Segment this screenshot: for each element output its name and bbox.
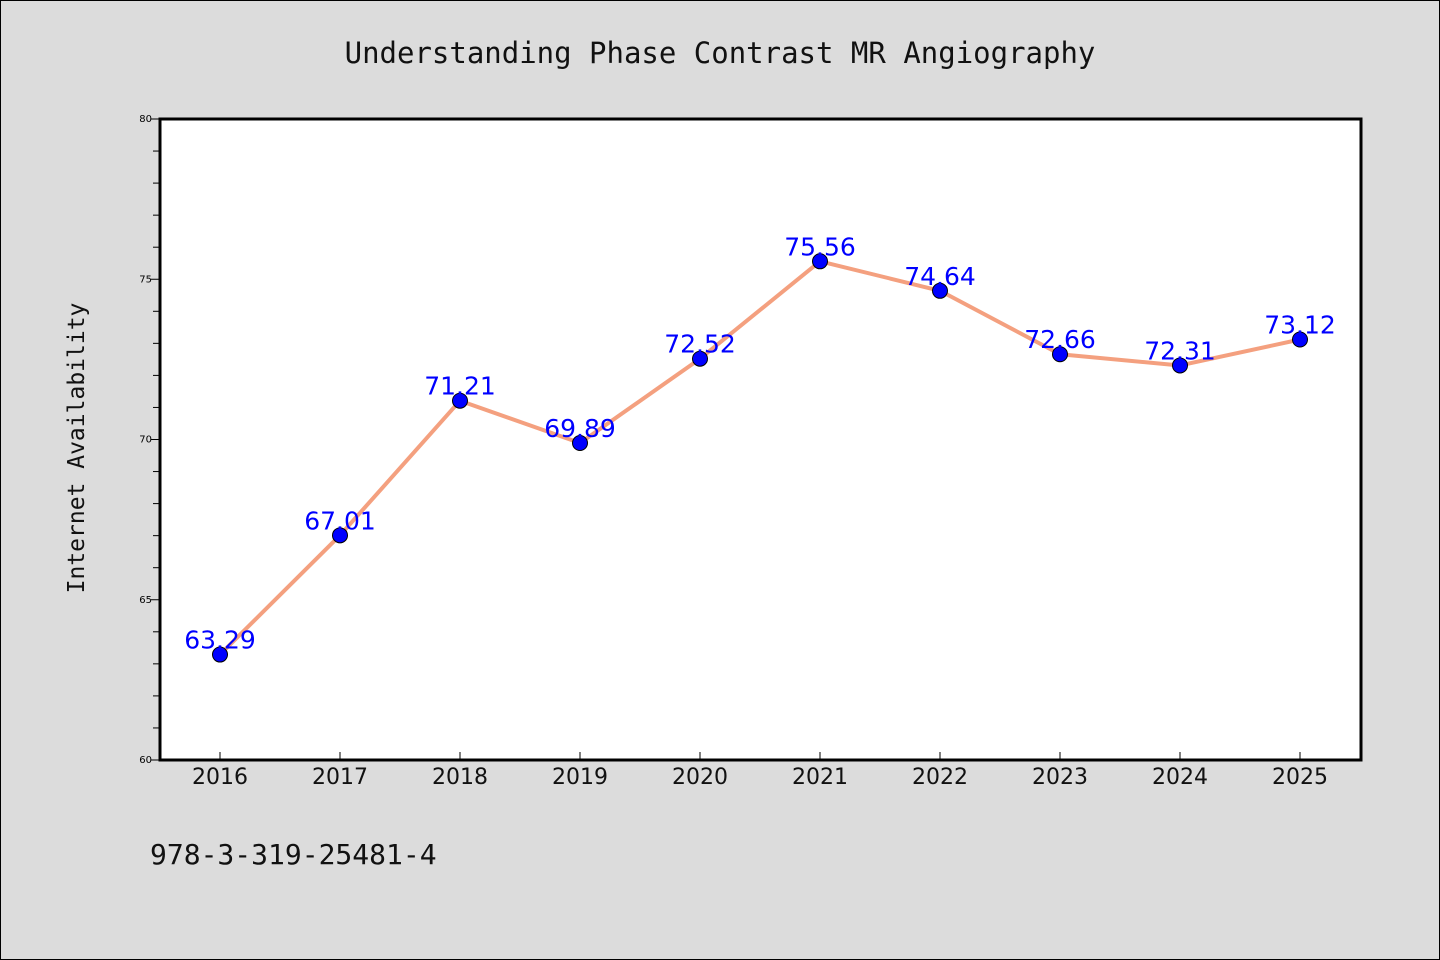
data-label: 74.64 bbox=[904, 262, 976, 291]
data-label: 75.56 bbox=[784, 232, 856, 261]
y-tick-label: 70 bbox=[139, 435, 152, 446]
y-axis-ticks: 60 65 70 75 80 bbox=[139, 114, 160, 766]
data-label-group: 63.29 67.01 71.21 69.89 72.52 75.56 74.64 72.66… bbox=[184, 232, 1336, 654]
x-tick-label: 2023 bbox=[1032, 765, 1088, 790]
y-tick-label: 80 bbox=[139, 114, 152, 125]
data-label: 72.52 bbox=[664, 330, 736, 359]
data-point-marker bbox=[932, 282, 948, 299]
data-point-marker bbox=[1172, 357, 1188, 374]
data-label: 72.66 bbox=[1024, 325, 1096, 354]
isbn-label: 978-3-319-25481-4 bbox=[150, 838, 437, 871]
x-tick-label: 2022 bbox=[912, 765, 968, 790]
x-tick-label: 2018 bbox=[432, 765, 488, 790]
data-point-marker bbox=[812, 253, 828, 270]
data-point-marker bbox=[572, 435, 588, 452]
x-axis-ticks: 2016 2017 2018 2019 2020 2021 2022 2023 2024 2025 bbox=[192, 752, 1328, 790]
series-line-group bbox=[218, 259, 1301, 656]
data-label: 69.89 bbox=[544, 414, 616, 443]
y-tick-label: 65 bbox=[139, 595, 152, 606]
data-point-marker bbox=[692, 350, 708, 367]
data-point-marker bbox=[452, 392, 468, 409]
data-point-marker bbox=[332, 527, 348, 544]
x-tick-label: 2016 bbox=[192, 765, 248, 790]
data-label: 71.21 bbox=[424, 372, 496, 401]
x-tick-label: 2019 bbox=[552, 765, 608, 790]
plot-area bbox=[158, 117, 1363, 762]
marker-group bbox=[212, 253, 1308, 663]
x-tick-label: 2021 bbox=[792, 765, 848, 790]
y-tick-label: 60 bbox=[139, 755, 152, 766]
data-point-marker bbox=[1052, 346, 1068, 363]
data-label: 73.12 bbox=[1264, 311, 1336, 340]
y-tick-label: 75 bbox=[139, 274, 152, 285]
chart-title: Understanding Phase Contrast MR Angiogra… bbox=[345, 36, 1096, 70]
series-line bbox=[218, 259, 1301, 656]
data-label: 72.31 bbox=[1144, 336, 1216, 365]
data-label: 67.01 bbox=[304, 506, 376, 535]
data-label: 63.29 bbox=[184, 626, 256, 655]
data-point-marker bbox=[212, 646, 228, 663]
x-tick-label: 2017 bbox=[312, 765, 368, 790]
data-point-marker bbox=[1292, 331, 1308, 348]
y-axis-label: Internet Availability bbox=[64, 303, 90, 594]
x-tick-label: 2025 bbox=[1272, 765, 1328, 790]
x-tick-label: 2020 bbox=[672, 765, 728, 790]
x-tick-label: 2024 bbox=[1152, 765, 1208, 790]
